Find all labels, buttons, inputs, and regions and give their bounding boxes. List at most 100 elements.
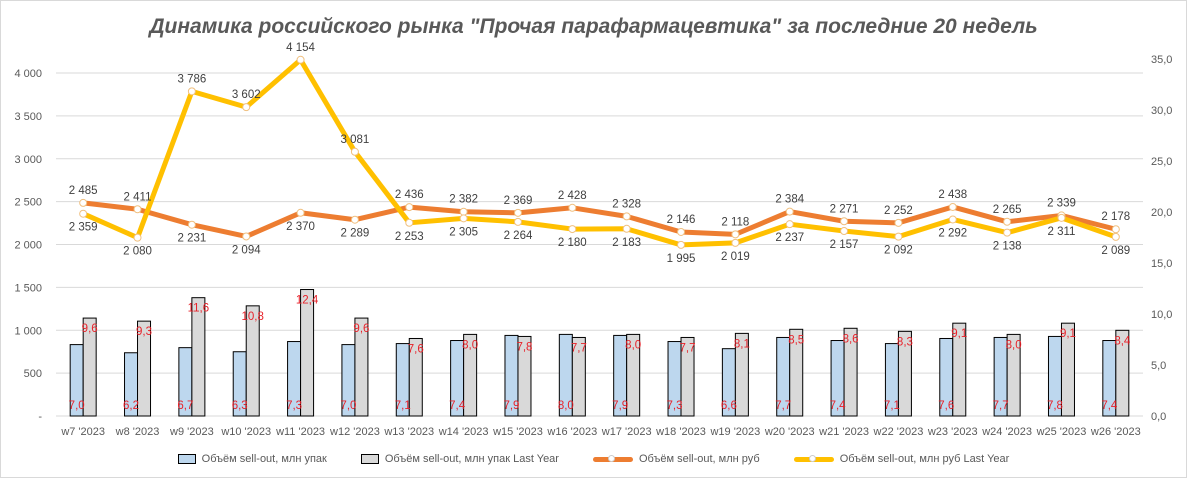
bar-label: 7,9 [612,400,628,412]
legend-swatch [177,454,196,464]
bar-label: 6,6 [721,400,737,412]
data-label: 2 157 [830,239,859,251]
data-label: 2 370 [286,221,315,233]
data-label: 2 339 [1047,197,1076,209]
legend-label: Объём sell-out, млн упак [201,453,327,465]
left-axis-tick: 1 000 [14,325,42,337]
category-label: w7 '2023 [60,426,105,438]
point-volume-rub-ly [1003,228,1012,237]
point-volume-rub [894,218,903,227]
bar-label: 8,0 [558,400,574,412]
bar-volume-pcs-ly [952,322,967,417]
bar-volume-pcs-ly [1006,333,1021,417]
right-axis-tick: 0,0 [1151,411,1166,423]
point-volume-rub [677,227,686,236]
bar-label: 8,3 [897,336,913,348]
point-volume-rub-ly [513,217,522,226]
bar-label: 7,7 [775,400,791,412]
point-volume-rub [948,202,957,211]
right-axis-tick: 5,0 [1151,360,1166,372]
point-volume-rub [459,207,468,216]
bar-label: 7,4 [449,400,466,412]
data-label: 2 019 [721,251,750,263]
bar-label: 7,8 [1047,400,1063,412]
legend-swatch [793,454,834,462]
bar-label: 6,3 [232,400,248,412]
point-volume-rub-ly [568,225,577,234]
point-volume-rub-ly [133,233,142,242]
data-label: 2 438 [938,189,967,201]
point-volume-rub [350,215,359,224]
category-label: w24 '2023 [981,426,1032,438]
bar-label: 7,1 [884,400,900,412]
point-volume-rub [513,208,522,217]
bar-label: 7,8 [516,341,532,353]
bar-label: 9,1 [951,328,967,340]
point-volume-rub [731,230,740,239]
point-volume-rub [242,232,251,241]
bar-label: 6,7 [177,400,193,412]
category-label: w17 '2023 [601,426,652,438]
data-label: 2 369 [504,195,533,207]
point-volume-rub [79,198,88,207]
data-label: 3 786 [177,73,206,85]
bar-label: 7,7 [993,400,1009,412]
bar-label: 7,9 [503,400,519,412]
category-label: w13 '2023 [383,426,434,438]
data-label: 2 237 [775,232,804,244]
point-volume-rub-ly [405,218,414,227]
left-axis-tick: 2 000 [14,240,42,252]
bar-label: 9,6 [82,323,98,335]
chart-title: Динамика российского рынка "Прочая параф… [149,15,1038,38]
data-label: 2 265 [993,204,1022,216]
bar-volume-pcs-ly [680,336,695,417]
bar-label: 8,4 [1114,335,1131,347]
data-label: 2 089 [1101,245,1130,257]
category-label: w9 '2023 [169,426,214,438]
point-volume-rub [1003,217,1012,226]
bar-label: 11,6 [188,303,210,315]
data-label: 2 180 [558,237,587,249]
data-label: 2 271 [830,203,859,215]
legend-item-volume-rub: Объём sell-out, млн руб [592,453,760,465]
point-volume-rub-ly [79,209,88,218]
data-label: 2 359 [69,222,98,234]
bar-label: 8,1 [734,338,750,350]
bar-label: 7,4 [830,400,847,412]
data-label: 2 183 [612,237,641,249]
left-axis-tick: 4 000 [14,68,42,80]
point-volume-rub [785,207,794,216]
left-axis-tick: 3 500 [14,111,42,123]
point-volume-rub-ly [840,227,849,236]
bar-label: 10,8 [242,311,264,323]
data-label: 2 080 [123,246,152,258]
bar-volume-pcs-ly [843,327,858,417]
bar-volume-pcs-ly [137,320,152,417]
line-volume-rub [82,200,1117,239]
bar-label: 8,0 [462,339,478,351]
data-label: 2 252 [884,205,913,217]
category-label: w19 '2023 [709,426,760,438]
bar-volume-pcs-ly [300,289,315,417]
right-axis-tick: 15,0 [1151,258,1172,270]
legend-item-volume-rub-ly: Объём sell-out, млн руб Last Year [793,453,1009,465]
data-label: 2 138 [993,241,1022,253]
bar-label: 7,6 [938,400,954,412]
bar-label: 6,2 [123,400,139,412]
bar-volume-pcs-ly [463,333,478,417]
bar-volume-pcs-ly [897,330,912,417]
data-label: 2 384 [775,194,804,206]
left-axis-tick: - [38,411,42,423]
bar-label: 8,0 [625,339,641,351]
category-label: w11 '2023 [275,426,325,438]
point-volume-rub-ly [1057,213,1066,222]
left-axis-tick: 500 [24,368,42,380]
category-label: w18 '2023 [655,426,706,438]
point-volume-rub-ly [785,220,794,229]
bar-volume-pcs-ly [571,336,586,417]
point-volume-rub-ly [296,55,305,64]
data-label: 3 602 [232,89,261,101]
bar-volume-pcs-ly [245,305,260,417]
